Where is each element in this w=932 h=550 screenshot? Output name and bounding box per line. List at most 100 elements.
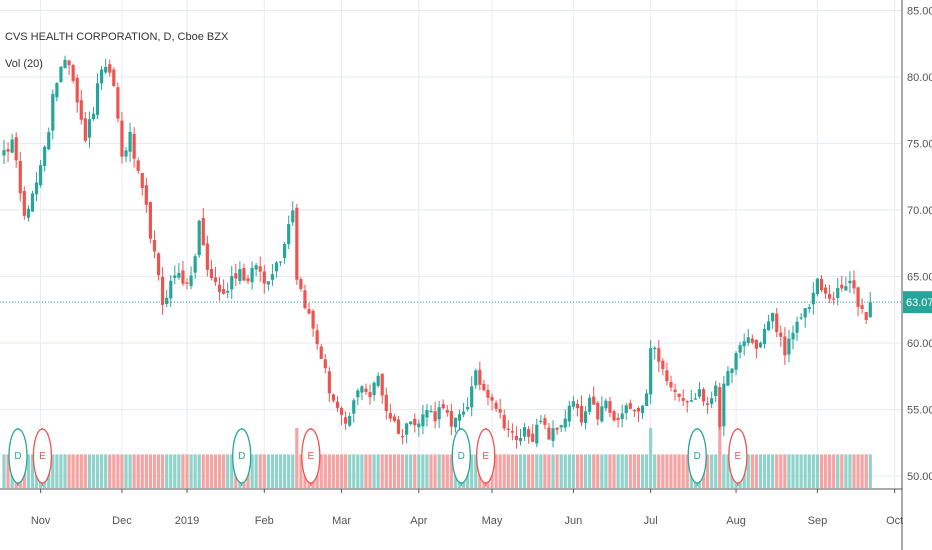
earnings-marker[interactable]: E bbox=[728, 428, 748, 486]
candle bbox=[681, 389, 685, 407]
y-tick-label: 75.00 bbox=[907, 139, 932, 151]
candle-body bbox=[262, 271, 266, 284]
volume-bar bbox=[522, 454, 527, 488]
candle bbox=[348, 412, 352, 427]
candle bbox=[840, 275, 844, 292]
candle-body bbox=[710, 398, 714, 404]
candle-body bbox=[266, 281, 270, 285]
candle-body bbox=[144, 185, 148, 205]
candle-body bbox=[697, 389, 702, 397]
candle-body bbox=[766, 321, 771, 331]
candle-body bbox=[490, 397, 494, 401]
candle-body bbox=[173, 275, 177, 279]
candle-body bbox=[128, 131, 132, 152]
event-bubble bbox=[728, 428, 748, 484]
x-tick-label: Feb bbox=[255, 515, 274, 527]
event-bubble bbox=[232, 428, 252, 484]
candle bbox=[551, 420, 555, 448]
candle bbox=[120, 112, 124, 164]
candle-body bbox=[823, 287, 828, 294]
candle bbox=[339, 406, 344, 426]
candle-body bbox=[844, 286, 848, 291]
candle-body bbox=[335, 401, 340, 408]
candle-body bbox=[673, 389, 677, 393]
volume-bar bbox=[722, 454, 726, 488]
candle bbox=[303, 284, 307, 310]
volume-bar bbox=[409, 454, 413, 488]
volume-bar bbox=[405, 454, 409, 488]
candle-body bbox=[213, 277, 218, 282]
candle bbox=[152, 230, 157, 259]
candle-body bbox=[445, 410, 449, 413]
candle-body bbox=[396, 419, 401, 434]
candle bbox=[413, 413, 417, 433]
candle-body bbox=[832, 298, 836, 300]
candle bbox=[291, 201, 295, 227]
candle bbox=[116, 82, 120, 123]
volume-bar bbox=[779, 454, 783, 488]
candle bbox=[449, 403, 453, 436]
candle bbox=[2, 139, 6, 165]
dividend-marker[interactable]: D bbox=[8, 428, 28, 486]
candle-body bbox=[705, 403, 710, 405]
candle bbox=[844, 276, 848, 291]
candle bbox=[766, 314, 771, 331]
dividend-marker[interactable]: D bbox=[232, 428, 252, 486]
candle bbox=[754, 339, 758, 359]
volume-bar bbox=[555, 454, 559, 488]
volume-bar bbox=[563, 454, 567, 488]
candle-body bbox=[636, 408, 641, 412]
volume-indicator-label: Vol (20) bbox=[5, 58, 43, 70]
earnings-marker[interactable]: E bbox=[476, 428, 496, 486]
candle bbox=[478, 361, 482, 391]
volume-bar bbox=[811, 454, 815, 488]
volume-bar bbox=[226, 454, 230, 488]
candle bbox=[848, 271, 852, 293]
candle bbox=[661, 358, 665, 376]
candle bbox=[364, 383, 368, 395]
candle-body bbox=[169, 280, 173, 299]
candle bbox=[779, 325, 783, 347]
candle bbox=[71, 63, 75, 84]
candle-body bbox=[344, 417, 348, 424]
candle-body bbox=[2, 150, 6, 156]
candle-body bbox=[331, 394, 336, 401]
volume-bar bbox=[807, 454, 811, 488]
candle-body bbox=[457, 414, 462, 421]
candle-body bbox=[628, 403, 632, 409]
volume-bar bbox=[128, 454, 132, 488]
candle-body bbox=[531, 433, 535, 442]
candle-body bbox=[803, 308, 807, 318]
dividend-marker[interactable]: D bbox=[687, 428, 707, 486]
candle bbox=[417, 419, 421, 437]
candle bbox=[714, 380, 718, 403]
candle-body bbox=[722, 383, 726, 427]
candle-body bbox=[547, 427, 551, 440]
candle-body bbox=[612, 411, 616, 421]
candle-body bbox=[217, 284, 222, 292]
candle bbox=[632, 408, 636, 418]
candle bbox=[205, 235, 209, 277]
volume-bar bbox=[547, 454, 551, 488]
volume-bar bbox=[714, 454, 718, 488]
candle-body bbox=[315, 330, 319, 345]
volume-bar bbox=[400, 454, 405, 488]
candle-body bbox=[482, 383, 486, 391]
candle bbox=[461, 402, 466, 418]
volume-bar bbox=[575, 454, 580, 488]
earnings-marker[interactable]: E bbox=[301, 428, 321, 486]
earnings-marker[interactable]: E bbox=[32, 428, 53, 486]
candle bbox=[502, 409, 506, 431]
candle-body bbox=[368, 392, 372, 398]
volume-bar bbox=[201, 454, 205, 488]
candle bbox=[234, 263, 238, 287]
dividend-marker[interactable]: D bbox=[451, 428, 471, 486]
volume-bar bbox=[567, 454, 571, 488]
volume-bar bbox=[392, 454, 397, 488]
candle-body bbox=[372, 382, 376, 396]
candle bbox=[486, 384, 490, 406]
candle-body bbox=[112, 69, 116, 86]
candle bbox=[466, 397, 470, 412]
candle bbox=[100, 66, 104, 91]
candle bbox=[588, 394, 592, 415]
